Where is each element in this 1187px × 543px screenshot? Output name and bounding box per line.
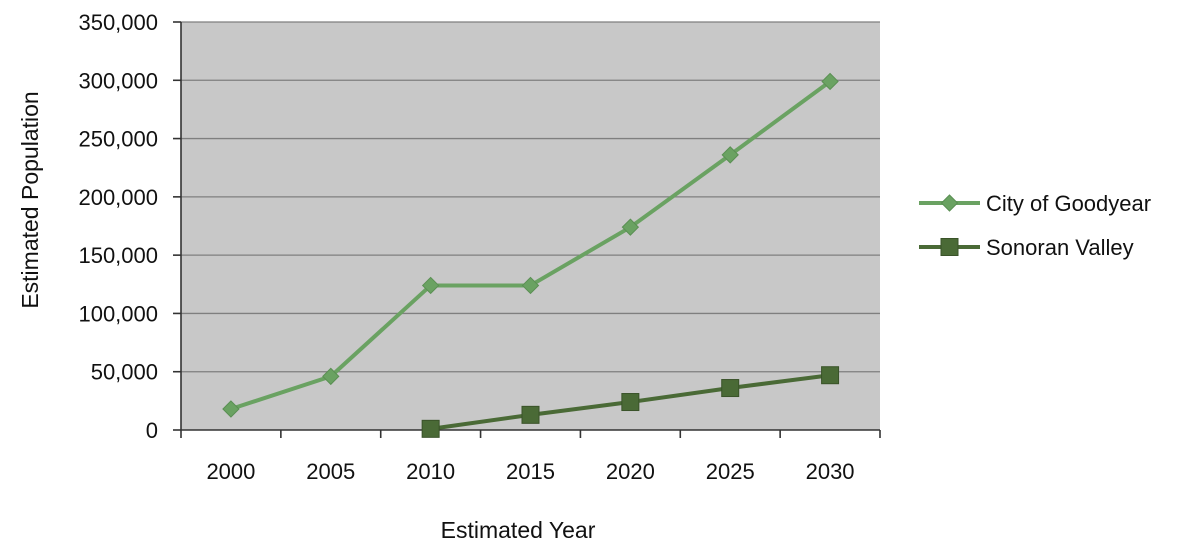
x-tick-label: 2010	[406, 459, 455, 484]
legend-marker	[940, 194, 959, 212]
x-tick-label: 2000	[206, 459, 255, 484]
data-point	[721, 379, 740, 398]
y-tick-label: 0	[146, 418, 158, 443]
legend-label: Sonoran Valley	[986, 235, 1134, 260]
data-point	[521, 276, 540, 295]
legend-label: City of Goodyear	[986, 191, 1151, 216]
data-point	[421, 419, 440, 438]
x-tick-label: 2025	[706, 459, 755, 484]
x-tick-label: 2020	[606, 459, 655, 484]
data-point	[521, 405, 540, 424]
data-point	[721, 146, 739, 164]
x-axis-title: Estimated Year	[441, 517, 596, 543]
data-point	[322, 367, 340, 386]
axes	[173, 21, 881, 438]
y-axis-title: Estimated Population	[17, 91, 43, 308]
y-tick-label: 100,000	[78, 301, 158, 326]
y-tick-label: 200,000	[78, 185, 158, 210]
data-point	[821, 366, 840, 385]
gridlines	[181, 21, 880, 373]
data-point	[421, 276, 440, 295]
series-sonoran-valley	[421, 366, 840, 438]
data-point	[621, 218, 640, 236]
y-tick-label: 150,000	[78, 243, 158, 268]
data-point	[222, 400, 240, 418]
data-point	[621, 393, 640, 412]
legend: City of Goodyear Sonoran Valley	[919, 191, 1151, 260]
y-tick-label: 300,000	[78, 68, 158, 93]
y-tick-label: 350,000	[78, 10, 158, 35]
x-tick-label: 2005	[306, 459, 355, 484]
y-tick-label: 50,000	[91, 360, 158, 385]
legend-marker	[940, 238, 959, 256]
series-city-of-goodyear	[222, 72, 839, 418]
data-point	[821, 72, 839, 91]
x-tick-label: 2030	[806, 459, 855, 484]
plot-area	[181, 22, 880, 430]
y-tick-label: 250,000	[78, 127, 158, 152]
x-tick-label: 2015	[506, 459, 555, 484]
x-tick-labels: 2000 2005 2010 2015 2020 2025 2030	[206, 459, 854, 484]
series-group	[222, 72, 840, 438]
y-tick-labels: 0 50,000 100,000 150,000 200,000 250,000 300,0…	[78, 10, 158, 443]
